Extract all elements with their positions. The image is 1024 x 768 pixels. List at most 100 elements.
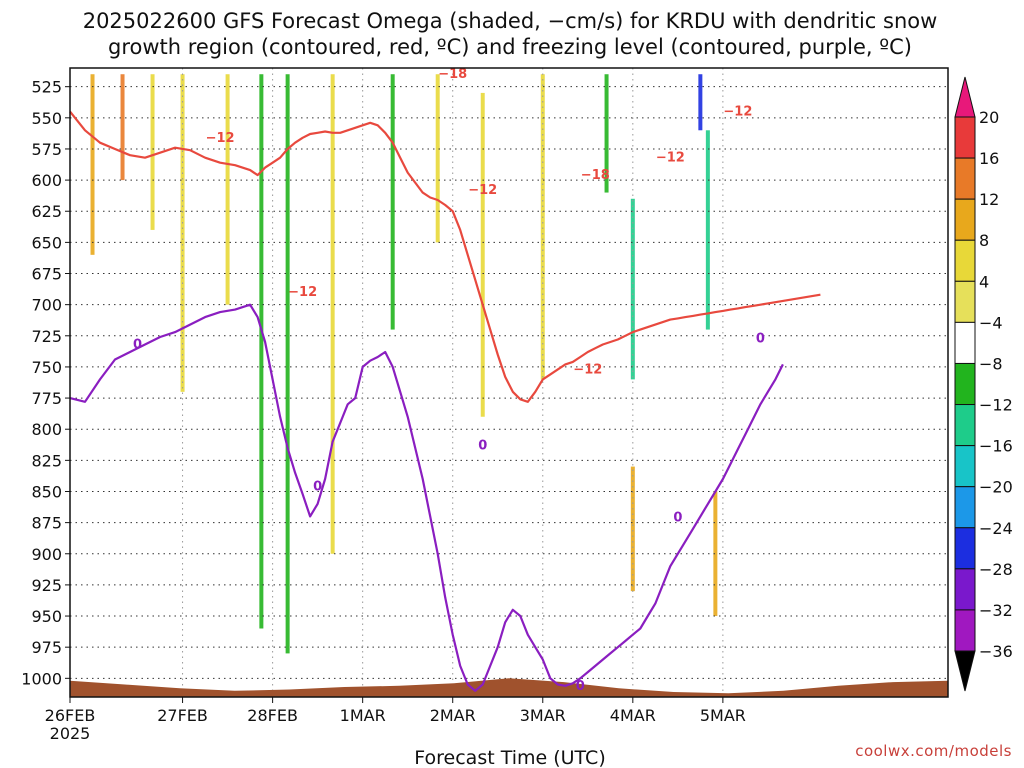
omega-band [90,74,95,255]
contour-lines [69,110,821,692]
contour-label: −12 [288,285,317,300]
colorbar-tick-label: 4 [979,272,989,291]
y-tick-label: 925 [31,576,62,595]
y-tick-label: 650 [31,233,62,252]
colorbar-tick-label: 16 [979,149,999,168]
omega-band [540,74,545,380]
colorbar-tick-label: −32 [979,601,1013,620]
colorbar-segment [954,321,976,364]
y-tick-label: 900 [31,545,62,564]
omega-band [630,466,635,592]
y-tick-label: 975 [31,638,62,657]
y-tick-label: 675 [31,265,62,284]
colorbar-tick-label: −24 [979,519,1013,538]
y-tick-label: 625 [31,202,62,221]
omega-shading-layer [90,74,718,654]
contour-labels: −12 −12 −18 −12 −18 −12 −12 −12 0 0 0 0 0 0 [133,67,765,694]
y-tick-label: 800 [31,420,62,439]
grid-lines [69,68,948,697]
x-tick-label: 4MAR [610,706,656,725]
y-tick-label: 750 [31,358,62,377]
y-tick-label: 700 [31,296,62,315]
omega-band [713,491,718,617]
omega-band [698,74,703,131]
colorbar-segment [954,280,976,323]
x-tick-label: 3MAR [520,706,566,725]
x-axis-label: Forecast Time (UTC) [414,747,605,768]
surface-terrain [70,678,948,697]
y-tick-label: 1000 [21,669,62,688]
colorbar-tick-label: 8 [979,231,989,250]
colorbar-segment [954,157,976,200]
contour-label: 0 [576,679,585,694]
colorbar-tick-label: −20 [979,478,1013,497]
contour-label: 0 [756,331,765,346]
colorbar-segment [954,116,976,159]
colorbar-tick-label: −16 [979,437,1013,456]
ground-surface [70,678,948,697]
contour-label: 0 [478,438,487,453]
omega-band [330,74,335,554]
omega-band [604,74,609,193]
y-tick-label: 950 [31,607,62,626]
colorbar-top-arrow [954,76,976,118]
plot-frame [69,67,949,698]
colorbar: 20 16 12 8 4 −4 −8 −12 −16 −20 −24 −28 −32 −36 [954,76,1013,692]
contour-label: −12 [723,105,752,120]
omega-band [225,74,230,305]
y-tick-label: 725 [31,327,62,346]
contour-line [69,303,784,692]
colorbar-segment [954,198,976,241]
contour-label: −18 [438,67,467,82]
contour-label: −12 [468,183,497,198]
colorbar-segment [954,445,976,488]
colorbar-segment [954,486,976,529]
contour-label: 0 [673,511,682,526]
omega-band [435,74,440,243]
y-tick-label: 600 [31,171,62,190]
contour-label: 0 [133,338,142,353]
y-tick-label: 850 [31,482,62,501]
x-tick-label: 1MAR [340,706,386,725]
omega-band [705,130,710,330]
colorbar-tick-label: 20 [979,108,999,127]
colorbar-tick-label: −4 [979,313,1003,332]
y-tick-label: 775 [31,389,62,408]
x-tick-label: 2MAR [430,706,476,725]
contour-label: −12 [206,131,235,146]
x-tick-label: 28FEB [247,706,298,725]
omega-band [150,74,155,230]
y-tick-label: 525 [31,78,62,97]
colorbar-tick-label: −12 [979,396,1013,415]
colorbar-tick-label: −28 [979,560,1013,579]
omega-band [480,92,485,417]
omega-band [390,74,395,330]
colorbar-tick-label: 12 [979,190,999,209]
colorbar-tick-label: −36 [979,642,1013,661]
colorbar-segment [954,609,976,652]
y-tick-label: 825 [31,451,62,470]
contour-line [69,110,821,403]
colorbar-segment [954,527,976,570]
colorbar-segment [954,239,976,282]
contour-label: −12 [573,362,602,377]
contour-label: 0 [313,480,322,495]
omega-band [120,74,125,181]
pressure-axis: 525 550 575 600 625 650 675 700 725 750 775 800 825 8… [21,78,70,688]
contour-label: −18 [581,168,610,183]
y-tick-label: 875 [31,514,62,533]
colorbar-bottom-arrow [954,650,976,692]
omega-band [285,74,290,654]
x-tick-label: 26FEB [45,706,96,725]
credit-text: coolwx.com/models [855,742,1012,760]
omega-band [259,74,264,629]
x-tick-label: 5MAR [700,706,746,725]
colorbar-tick-label: −8 [979,354,1003,373]
colorbar-segment [954,362,976,406]
contour-label: −12 [656,151,685,166]
colorbar-segment [954,568,976,611]
x-tick-label: 27FEB [157,706,208,725]
colorbar-segment [954,404,976,447]
